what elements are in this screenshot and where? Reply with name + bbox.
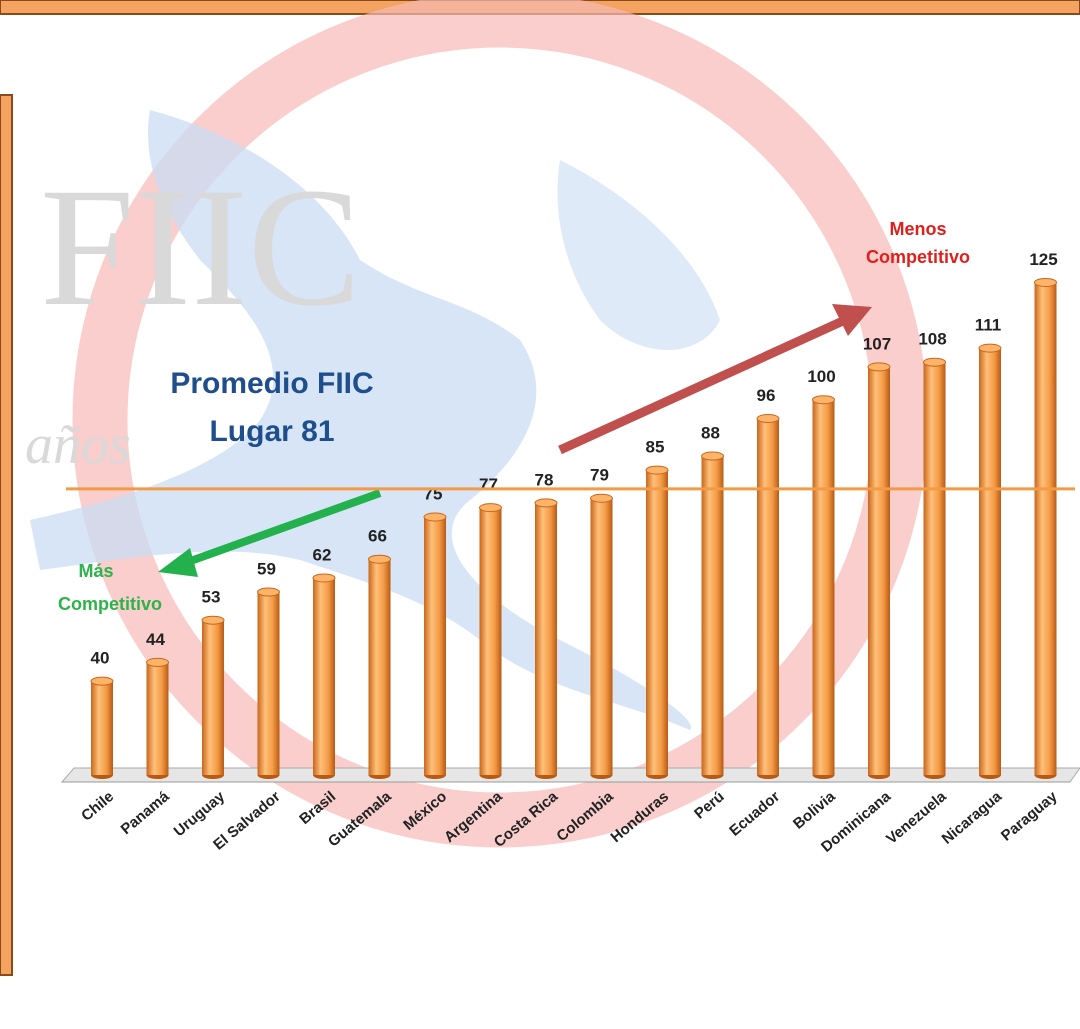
data-label: 66 [368, 527, 387, 546]
bar [479, 507, 502, 775]
data-label: 77 [479, 475, 498, 494]
data-label: 62 [313, 545, 332, 564]
more-competitive-label: Más [78, 561, 113, 581]
x-tick-label: Chile [78, 788, 117, 825]
bar [979, 348, 1001, 775]
data-label: 107 [863, 334, 891, 353]
x-tick-label: Paraguay [998, 788, 1061, 845]
bar [868, 366, 890, 775]
data-label: 85 [646, 438, 665, 457]
x-tick-label: Ecuador [726, 788, 783, 840]
data-label: 100 [807, 367, 835, 386]
watermark: años [25, 414, 131, 476]
bar-top [923, 357, 946, 367]
bar [257, 592, 280, 775]
data-label: 78 [535, 470, 554, 489]
bar [1034, 282, 1057, 775]
bar [757, 418, 779, 775]
x-tick-label: Nicaragua [939, 788, 1006, 848]
bar [368, 559, 391, 775]
bar-top [368, 554, 391, 564]
bar [91, 681, 113, 775]
bar-top [257, 587, 280, 597]
bar-top [479, 503, 502, 513]
logo-map [30, 110, 692, 730]
left-band [0, 94, 13, 976]
data-label: 88 [701, 424, 720, 443]
less-competitive-label: Menos [889, 219, 946, 239]
data-label: 125 [1029, 250, 1057, 269]
bar [202, 620, 224, 775]
data-label: 75 [424, 484, 443, 503]
bar-top [590, 493, 613, 503]
watermark: FIIC [40, 153, 361, 341]
average-label: Lugar 81 [209, 415, 334, 448]
data-label: 79 [590, 466, 609, 485]
bar-top [534, 498, 558, 508]
bar [646, 470, 668, 775]
bar-top [756, 413, 780, 423]
logo-ring [72, 0, 928, 848]
bar-top [1034, 277, 1057, 287]
x-tick-label: Venezuela [883, 788, 950, 848]
bar [424, 517, 446, 775]
bar [812, 399, 835, 775]
data-label: 96 [757, 386, 776, 405]
bar-top [645, 465, 669, 475]
bar-top [978, 343, 1002, 353]
bar [535, 502, 557, 775]
bar [923, 362, 946, 775]
bar-top [812, 395, 835, 405]
bar-top [423, 512, 447, 522]
data-label: 59 [257, 560, 276, 579]
arrow-up [558, 304, 872, 455]
more-competitive-label: Competitivo [58, 594, 162, 614]
data-label: 111 [975, 316, 1002, 335]
bar [701, 456, 724, 775]
bar-top [90, 676, 114, 686]
bar-top [146, 657, 169, 667]
bar [313, 577, 335, 775]
data-label: 53 [202, 588, 221, 607]
less-competitive-label: Competitivo [866, 247, 970, 267]
bar [146, 662, 169, 775]
average-label: Promedio FIIC [170, 367, 373, 400]
data-label: 108 [918, 330, 946, 349]
data-label: 40 [91, 649, 110, 668]
logo-map [557, 160, 720, 350]
bar-top [201, 615, 225, 625]
bar-top [312, 573, 336, 583]
x-tick-label: Bolivia [790, 788, 839, 833]
x-tick-label: Panamá [118, 788, 174, 838]
bar [590, 498, 613, 775]
data-label: 44 [146, 630, 165, 649]
bar-top [867, 362, 891, 372]
arrow-down [158, 489, 382, 577]
bar-top [701, 451, 724, 461]
